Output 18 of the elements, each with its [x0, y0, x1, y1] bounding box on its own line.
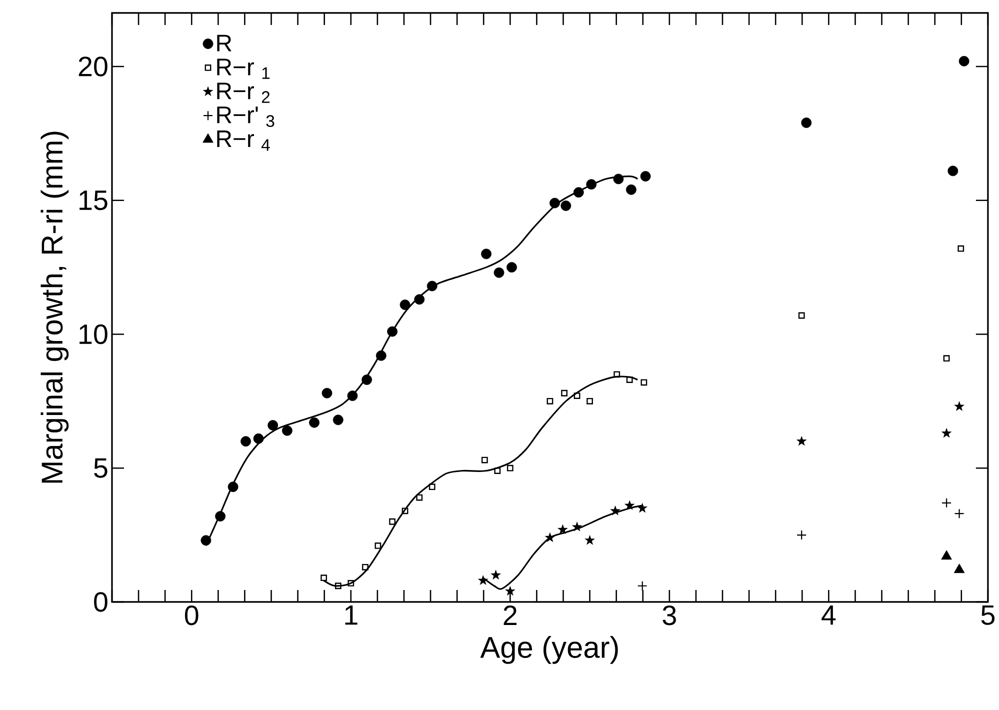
x-tick-label: 1: [345, 606, 358, 625]
y-axis-title: Marginal growth, R-ri (mm): [40, 132, 69, 483]
y-tick-label: 5: [94, 458, 108, 478]
x-tick-label: 2: [504, 606, 516, 625]
legend-label: R−r' $_{3}$: [217, 106, 274, 127]
y-tick-label: 15: [80, 190, 108, 210]
y-tick-label: 10: [80, 324, 108, 344]
x-tick-label: 3: [662, 606, 676, 626]
legend-label: R−r $_{2}$: [217, 82, 270, 103]
x-tick-label: 4: [822, 606, 836, 625]
x-axis-title: Age (year): [480, 636, 618, 664]
legend-label: R−r $_{1}$: [217, 58, 270, 79]
legend-label: R: [217, 34, 232, 52]
x-tick-label: 0: [184, 606, 198, 626]
legend-label: R−r $_{4}$: [217, 130, 270, 151]
y-tick-label: 0: [94, 592, 108, 612]
y-tick-label: 20: [78, 56, 108, 76]
x-tick-label: 5: [981, 606, 995, 625]
